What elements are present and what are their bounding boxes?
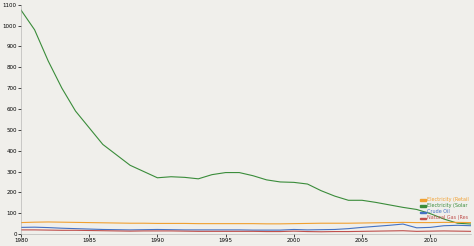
Legend: Electricity (Retail, Electricity (Solar, Crude Oil, Natural Gas (Res: Electricity (Retail, Electricity (Solar,…: [420, 197, 469, 220]
